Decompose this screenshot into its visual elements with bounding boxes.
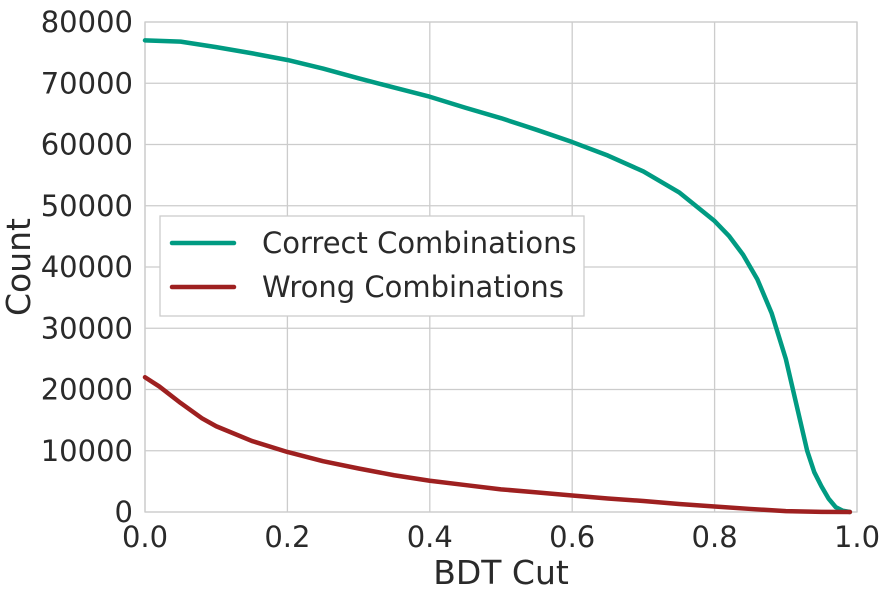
y-tick-label: 60000 — [41, 128, 133, 162]
y-tick-label: 70000 — [41, 66, 133, 100]
x-tick-label: 0.6 — [549, 520, 595, 554]
x-tick-label: 0.0 — [122, 520, 168, 554]
y-tick-label: 10000 — [41, 434, 133, 468]
series-group — [142, 38, 853, 515]
y-tick-label: 20000 — [41, 373, 133, 407]
y-axis-label: Count — [0, 218, 38, 316]
x-tick-labels: 0.0 0.2 0.4 0.6 0.8 1.0 — [122, 520, 880, 554]
x-tick-label: 0.4 — [407, 520, 453, 554]
legend-box — [159, 215, 585, 317]
y-tick-labels: 0 10000 20000 30000 40000 50000 60000 70000 8000… — [41, 5, 133, 529]
plot-frame — [144, 21, 858, 513]
y-tick-label: 40000 — [41, 250, 133, 284]
x-tick-label: 0.2 — [264, 520, 310, 554]
x-tick-label: 0.8 — [692, 520, 738, 554]
legend: Correct Combinations Wrong Combinations — [159, 215, 585, 317]
y-tick-label: 30000 — [41, 311, 133, 345]
series-line-wrong — [142, 375, 853, 515]
y-tick-label: 50000 — [41, 189, 133, 223]
legend-label-correct: Correct Combinations — [262, 226, 577, 260]
y-tick-label: 0 — [115, 495, 133, 529]
y-tick-label: 80000 — [41, 5, 133, 39]
x-tick-label: 1.0 — [834, 520, 880, 554]
series-line-correct — [142, 38, 853, 515]
x-axis-label: BDT Cut — [433, 553, 569, 592]
legend-label-wrong: Wrong Combinations — [262, 270, 564, 304]
